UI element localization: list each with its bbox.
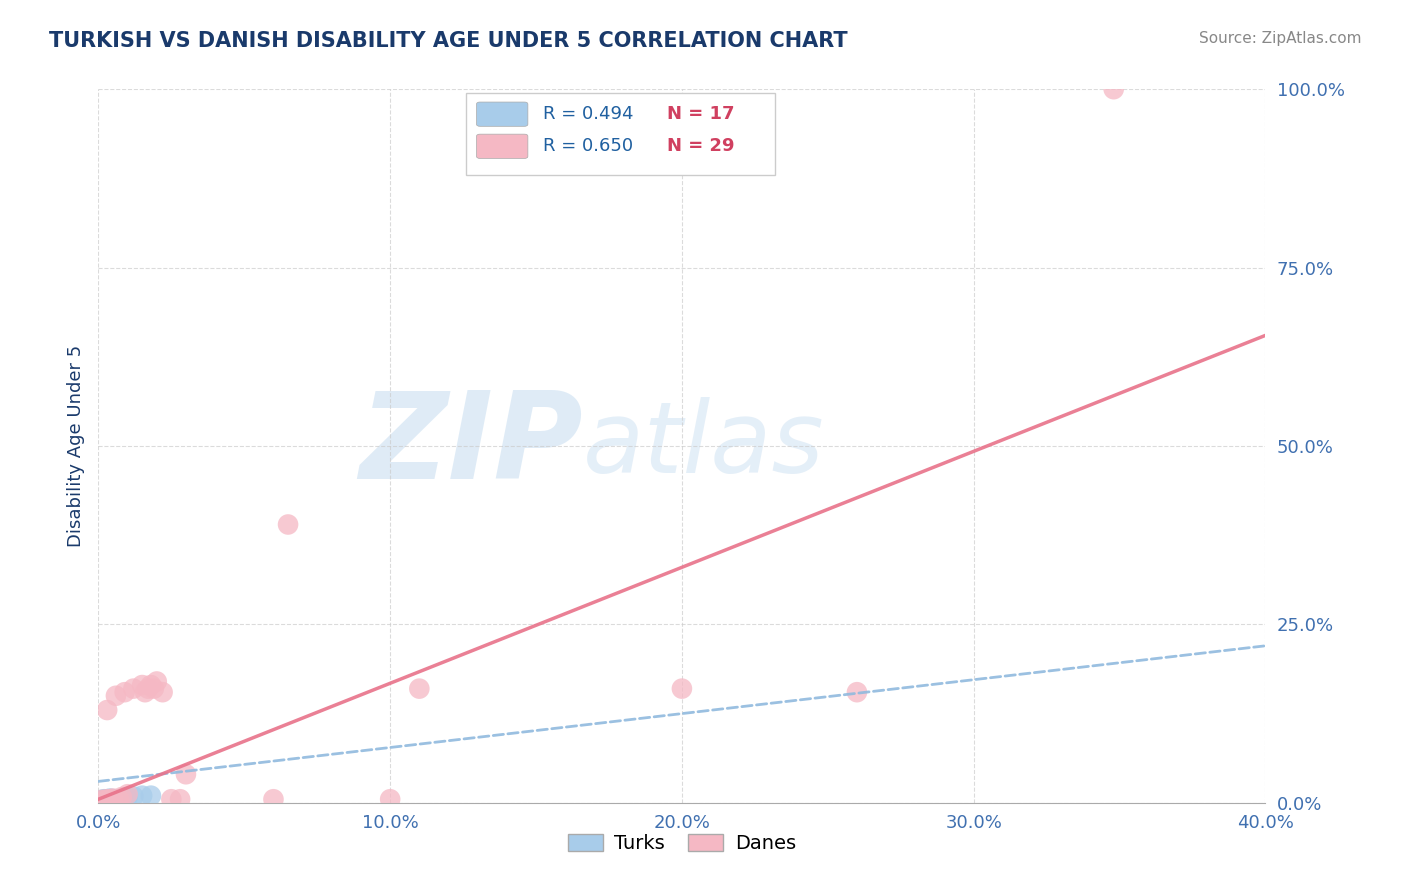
Point <box>380 792 402 806</box>
Point <box>108 792 131 806</box>
Point <box>114 685 136 699</box>
Point <box>131 678 153 692</box>
Point <box>96 703 118 717</box>
Point <box>134 685 156 699</box>
Point <box>117 790 139 805</box>
Point <box>93 792 115 806</box>
Text: Source: ZipAtlas.com: Source: ZipAtlas.com <box>1198 31 1361 46</box>
Point <box>671 681 693 696</box>
Point <box>169 792 191 806</box>
Point <box>108 792 131 806</box>
Point <box>96 792 118 806</box>
Point <box>111 791 134 805</box>
Point <box>96 792 118 806</box>
Point <box>101 792 124 806</box>
Point <box>122 681 145 696</box>
Point <box>146 674 169 689</box>
FancyBboxPatch shape <box>477 102 527 127</box>
Point <box>139 678 162 692</box>
Text: N = 29: N = 29 <box>666 137 734 155</box>
Legend: Turks, Danes: Turks, Danes <box>560 826 804 861</box>
FancyBboxPatch shape <box>477 134 527 159</box>
Point <box>93 793 115 807</box>
Point <box>104 689 127 703</box>
Y-axis label: Disability Age Under 5: Disability Age Under 5 <box>66 345 84 547</box>
Text: R = 0.494: R = 0.494 <box>543 105 634 123</box>
Point <box>1102 82 1125 96</box>
Text: atlas: atlas <box>582 398 824 494</box>
Point <box>101 793 124 807</box>
Point <box>160 792 183 806</box>
Point <box>117 787 139 801</box>
Text: N = 17: N = 17 <box>666 105 734 123</box>
Point <box>408 681 430 696</box>
Point <box>262 792 284 806</box>
Text: R = 0.650: R = 0.650 <box>543 137 633 155</box>
Text: TURKISH VS DANISH DISABILITY AGE UNDER 5 CORRELATION CHART: TURKISH VS DANISH DISABILITY AGE UNDER 5… <box>49 31 848 51</box>
Point <box>90 793 112 807</box>
Point <box>93 793 115 807</box>
Point <box>277 517 299 532</box>
Point <box>98 791 121 805</box>
Point <box>114 790 136 805</box>
Point <box>136 681 159 696</box>
Point <box>131 789 153 803</box>
Point <box>122 789 145 804</box>
Point <box>98 792 121 806</box>
Point <box>90 793 112 807</box>
FancyBboxPatch shape <box>465 93 775 175</box>
Point <box>142 681 165 696</box>
Text: ZIP: ZIP <box>359 387 582 505</box>
Point <box>98 792 121 806</box>
Point <box>174 767 197 781</box>
Point <box>152 685 174 699</box>
Point <box>101 791 124 805</box>
Point <box>104 792 127 806</box>
Point <box>111 790 134 805</box>
Point <box>139 789 162 803</box>
Point <box>96 793 118 807</box>
Point <box>846 685 869 699</box>
